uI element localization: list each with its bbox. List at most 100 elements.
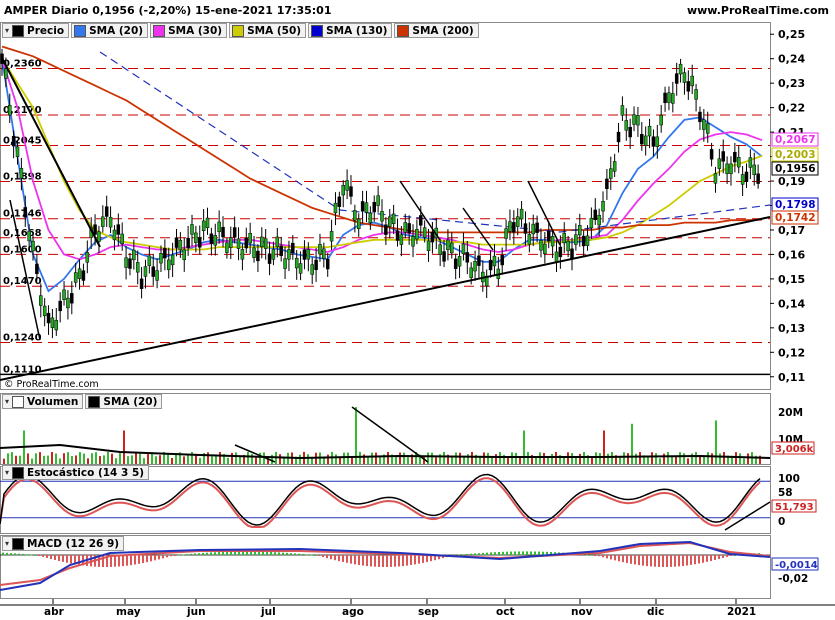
candle-body xyxy=(589,217,594,229)
candle-body xyxy=(31,240,35,252)
legend-label: SMA (130) xyxy=(326,24,388,37)
volume-bar xyxy=(383,454,385,464)
candle-body xyxy=(581,235,586,247)
macd-hist-bar xyxy=(166,555,168,558)
macd-hist-bar xyxy=(686,555,688,566)
volume-bar xyxy=(379,457,381,464)
volume-bar xyxy=(655,453,657,464)
candle-body xyxy=(372,201,376,213)
candle-body xyxy=(101,216,105,227)
price-legend-item[interactable]: SMA (50) xyxy=(229,23,307,38)
macd-hist-bar xyxy=(390,555,392,567)
candle-body xyxy=(368,212,373,224)
volume-bar xyxy=(339,457,341,464)
price-legend-item[interactable]: ▾ Precio xyxy=(2,23,70,38)
volume-bar xyxy=(199,457,201,464)
macd-hist-bar xyxy=(602,555,604,558)
macd-hist-bar xyxy=(246,551,248,555)
volume-bar xyxy=(627,453,629,464)
candle-body xyxy=(647,125,652,137)
volume-bar xyxy=(743,458,745,464)
macd-hist-bar xyxy=(490,552,492,555)
dropdown-icon[interactable]: ▾ xyxy=(5,26,10,35)
volume-bar xyxy=(639,452,641,464)
dropdown-icon[interactable]: ▾ xyxy=(5,468,10,477)
candle-body xyxy=(756,173,760,184)
candle-body xyxy=(252,247,256,258)
volume-bar xyxy=(507,456,509,464)
value-tag xyxy=(771,441,815,455)
candle-body xyxy=(698,111,702,123)
legend-swatch xyxy=(12,395,25,408)
volume-bar xyxy=(687,458,689,464)
candle-body xyxy=(733,151,737,163)
volume-legend-item[interactable]: ▾ Volumen xyxy=(2,394,84,409)
value-tag-label: 3,006k xyxy=(775,444,814,455)
macd-hist-bar xyxy=(158,555,160,560)
dropdown-icon[interactable]: ▾ xyxy=(5,397,10,406)
volume-bar xyxy=(731,455,733,464)
macd-hist-bar xyxy=(382,555,384,567)
candle-body xyxy=(50,317,55,328)
price-legend-item[interactable]: SMA (20) xyxy=(71,23,149,38)
volume-bar xyxy=(755,455,757,464)
candle-body xyxy=(628,126,632,138)
macd-hist-bar xyxy=(694,555,696,565)
candle-body xyxy=(209,233,214,244)
stoch-legend-item[interactable]: ▾ Estocástico (14 3 5) xyxy=(2,465,150,480)
macd-hist-bar xyxy=(646,555,648,567)
dropdown-icon[interactable]: ▾ xyxy=(5,539,10,548)
site-label[interactable]: www.ProRealTime.com xyxy=(686,4,829,17)
candle-body xyxy=(473,260,477,272)
macd-hist-bar xyxy=(210,552,212,555)
candle-body xyxy=(333,202,338,214)
candle-body xyxy=(135,262,140,273)
candle-body xyxy=(147,255,152,266)
volume-bar xyxy=(343,452,345,464)
candle-body xyxy=(263,238,268,249)
volume-bar xyxy=(411,454,413,464)
macd-hist-bar xyxy=(118,555,120,567)
macd-hist-bar xyxy=(494,552,496,555)
volume-bar xyxy=(515,452,517,464)
legend-swatch xyxy=(232,24,245,37)
price-legend-item[interactable]: SMA (130) xyxy=(308,23,393,38)
candle-body xyxy=(205,217,210,229)
macd-hist-bar xyxy=(26,554,28,556)
chart-title: AMPER Diario 0,1956 (-2,20%) 15-ene-2021… xyxy=(4,4,332,17)
legend-swatch xyxy=(12,466,25,479)
macd-hist-bar xyxy=(182,554,184,556)
candle-body xyxy=(256,250,260,262)
volume-legend-item[interactable]: SMA (20) xyxy=(85,394,163,409)
volume-bar xyxy=(547,457,549,464)
legend-label: SMA (200) xyxy=(412,24,474,37)
macd-hist-bar xyxy=(206,552,208,555)
volume-bar xyxy=(375,452,377,464)
candle-body xyxy=(736,157,741,168)
macd-hist-bar xyxy=(394,555,396,567)
legend-label: Volumen xyxy=(27,395,79,408)
candle-body xyxy=(671,93,675,104)
volume-bar xyxy=(255,457,257,464)
volume-bar xyxy=(451,456,453,464)
price-legend-item[interactable]: SMA (200) xyxy=(394,23,479,38)
volume-bar xyxy=(599,453,601,464)
candle-body xyxy=(612,161,617,172)
macd-hist-bar xyxy=(62,555,64,562)
candle-body xyxy=(298,263,303,274)
macd-hist-bar xyxy=(190,553,192,555)
volume-bar xyxy=(7,453,9,464)
candle-body xyxy=(93,224,97,235)
candle-body xyxy=(578,224,582,236)
volume-bar xyxy=(31,458,33,464)
candle-body xyxy=(163,248,167,259)
price-legend-item[interactable]: SMA (30) xyxy=(150,23,228,38)
value-tag-label: 0,2067 xyxy=(775,134,816,146)
macd-hist-bar xyxy=(698,555,700,564)
macd-legend-item[interactable]: ▾ MACD (12 26 9) xyxy=(2,536,125,551)
macd-hist-bar xyxy=(214,552,216,555)
volume-bar xyxy=(207,452,209,464)
volume-bar xyxy=(3,458,5,464)
candle-body xyxy=(279,245,283,256)
